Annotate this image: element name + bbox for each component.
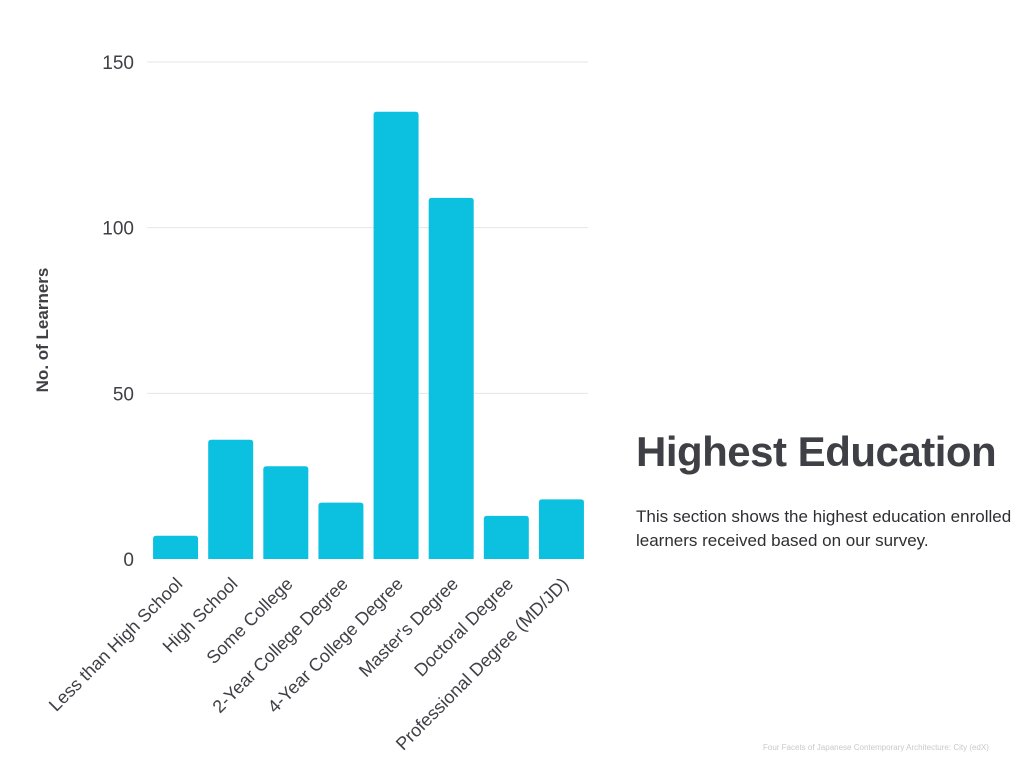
y-tick-label: 150 bbox=[102, 53, 134, 74]
y-tick-labels: 0 50 100 150 bbox=[102, 53, 134, 571]
bars bbox=[153, 111, 584, 559]
bar bbox=[318, 502, 364, 559]
y-axis-label: No. of Learners bbox=[33, 268, 52, 393]
bar bbox=[538, 499, 584, 559]
grid-lines bbox=[147, 61, 588, 394]
y-tick-label: 100 bbox=[102, 219, 134, 240]
bar bbox=[208, 439, 254, 559]
bar bbox=[373, 111, 419, 559]
bar bbox=[428, 197, 474, 559]
x-tick-label: Master's Degree bbox=[355, 574, 462, 681]
section-description: This section shows the highest education… bbox=[636, 507, 1012, 550]
bar bbox=[263, 466, 309, 559]
y-tick-label: 50 bbox=[113, 384, 134, 405]
bar bbox=[483, 515, 529, 559]
footer-credit: Four Facets of Japanese Contemporary Arc… bbox=[763, 743, 989, 752]
section-title: Highest Education bbox=[636, 428, 997, 475]
bar bbox=[153, 535, 199, 559]
x-tick-label: Doctoral Degree bbox=[410, 574, 517, 681]
y-tick-label: 0 bbox=[123, 550, 134, 571]
